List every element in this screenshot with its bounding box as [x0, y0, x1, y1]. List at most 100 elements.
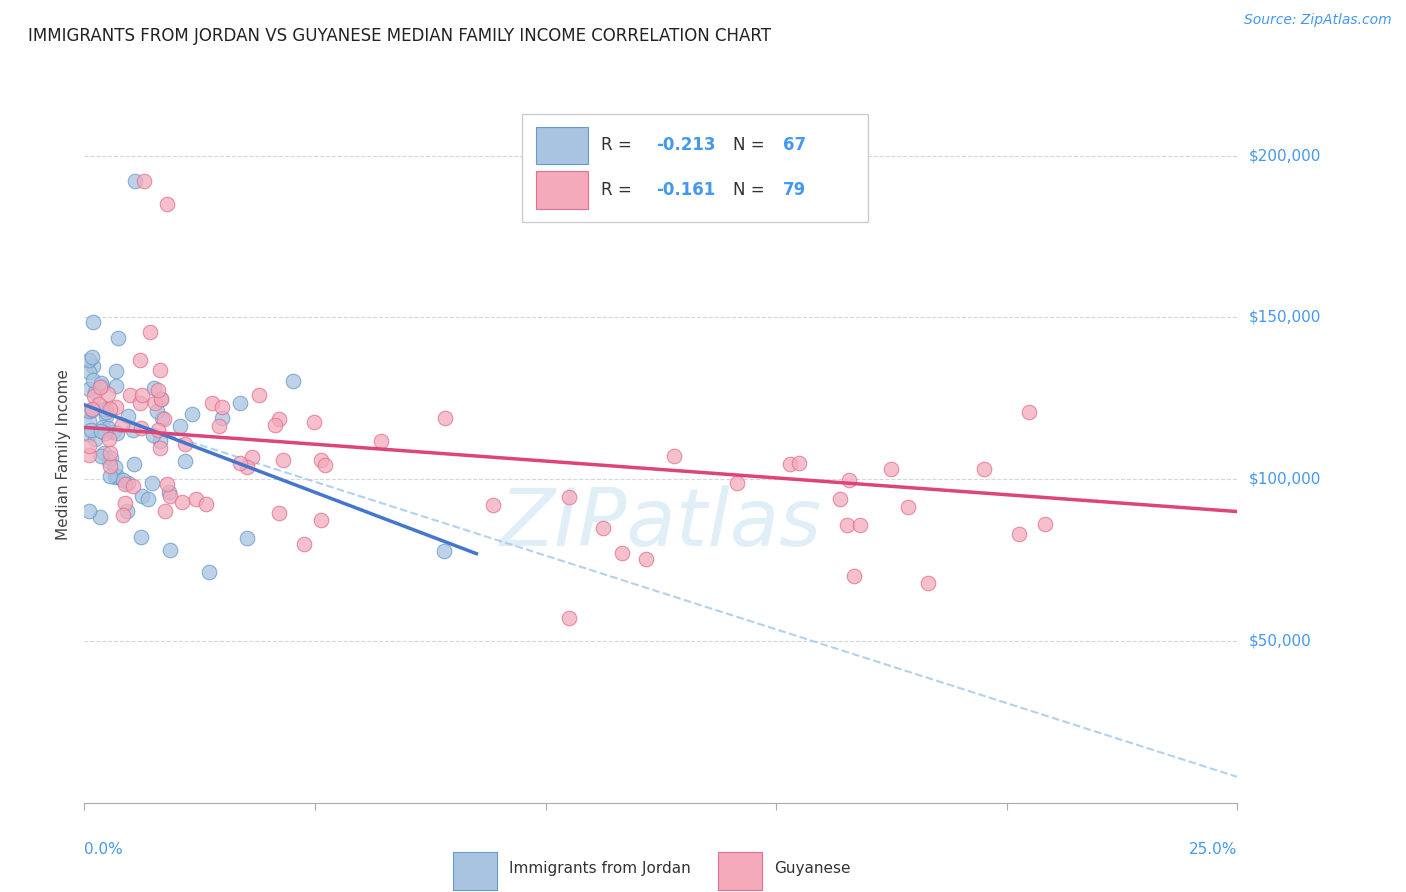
Point: [139, 325, 162, 339]
Text: 79: 79: [783, 181, 806, 199]
Point: [94, 425, 117, 440]
Point: [111, 417, 134, 432]
Point: [124, 174, 146, 188]
Point: [236, 459, 259, 474]
Point: [558, 490, 581, 504]
Point: [90, 449, 112, 463]
FancyBboxPatch shape: [536, 171, 588, 209]
Point: [482, 498, 505, 512]
Point: [201, 395, 224, 409]
Point: [91, 419, 114, 434]
Point: [117, 504, 139, 518]
Point: [97, 387, 120, 401]
Point: [93, 445, 115, 459]
Point: [90, 424, 112, 438]
Text: 67: 67: [783, 136, 806, 154]
Point: [159, 542, 181, 557]
Point: [1018, 405, 1040, 419]
Point: [156, 197, 179, 211]
Point: [880, 462, 903, 476]
Point: [149, 392, 172, 406]
Point: [98, 454, 121, 468]
Point: [146, 383, 169, 397]
Point: [94, 402, 117, 417]
Point: [89, 380, 111, 394]
Point: [83, 389, 105, 403]
Point: [79, 423, 101, 437]
Point: [229, 396, 252, 410]
Point: [149, 434, 172, 448]
Point: [79, 382, 101, 396]
Point: [131, 420, 153, 434]
Point: [142, 428, 165, 442]
Point: [114, 496, 136, 510]
Point: [89, 509, 111, 524]
Point: [101, 425, 124, 439]
Text: R =: R =: [600, 136, 637, 154]
Point: [121, 478, 143, 492]
FancyBboxPatch shape: [453, 852, 498, 889]
Text: Immigrants from Jordan: Immigrants from Jordan: [509, 862, 690, 877]
Point: [157, 485, 180, 500]
Point: [240, 450, 263, 464]
Point: [181, 407, 204, 421]
Text: ZIPatlas: ZIPatlas: [499, 485, 823, 564]
Point: [145, 404, 167, 418]
Text: $100,000: $100,000: [1249, 472, 1320, 487]
Point: [174, 437, 197, 451]
Point: [269, 506, 291, 520]
Point: [1008, 527, 1031, 541]
Point: [169, 418, 191, 433]
Point: [173, 454, 195, 468]
Point: [100, 450, 122, 465]
Point: [236, 531, 259, 545]
Point: [247, 388, 270, 402]
Point: [835, 517, 858, 532]
Text: 25.0%: 25.0%: [1189, 842, 1237, 856]
Point: [114, 477, 136, 491]
Point: [973, 462, 995, 476]
Point: [917, 575, 939, 590]
Point: [264, 418, 287, 433]
Text: IMMIGRANTS FROM JORDAN VS GUYANESE MEDIAN FAMILY INCOME CORRELATION CHART: IMMIGRANTS FROM JORDAN VS GUYANESE MEDIA…: [28, 27, 770, 45]
Point: [98, 402, 121, 417]
Point: [80, 401, 103, 416]
Text: 0.0%: 0.0%: [84, 842, 124, 856]
Point: [120, 388, 142, 402]
Point: [122, 457, 145, 471]
Point: [153, 504, 176, 518]
Point: [117, 409, 139, 423]
Point: [838, 474, 860, 488]
Point: [104, 364, 127, 378]
Point: [97, 420, 120, 434]
Text: N =: N =: [734, 181, 770, 199]
Point: [98, 459, 121, 474]
Text: $150,000: $150,000: [1249, 310, 1320, 325]
FancyBboxPatch shape: [718, 852, 762, 889]
Point: [849, 518, 872, 533]
Point: [90, 376, 112, 391]
Point: [83, 432, 105, 446]
Text: $200,000: $200,000: [1249, 148, 1320, 163]
Point: [309, 453, 332, 467]
Point: [146, 423, 169, 437]
Point: [229, 457, 252, 471]
Point: [186, 491, 208, 506]
Point: [105, 426, 128, 441]
Point: [104, 460, 127, 475]
Point: [194, 497, 217, 511]
Point: [844, 569, 866, 583]
Point: [283, 375, 305, 389]
Point: [82, 315, 104, 329]
Point: [112, 473, 135, 487]
Point: [104, 400, 127, 414]
Point: [77, 353, 100, 368]
Point: [87, 397, 110, 411]
Point: [269, 412, 291, 426]
Point: [150, 411, 173, 425]
Point: [302, 415, 325, 429]
Point: [787, 456, 810, 470]
Text: $50,000: $50,000: [1249, 633, 1312, 648]
Point: [314, 458, 336, 472]
Point: [77, 504, 100, 518]
